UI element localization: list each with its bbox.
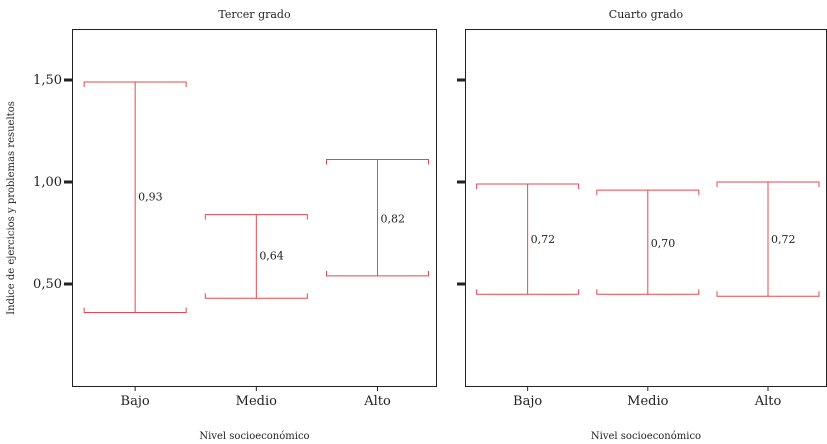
panel-title: Cuarto grado xyxy=(609,8,684,21)
panel-frame xyxy=(72,29,437,387)
error-bar-lower-cap xyxy=(716,291,820,297)
panel-title: Tercer grado xyxy=(218,8,291,21)
mean-value-label: 0,72 xyxy=(771,233,796,246)
error-bar-upper-cap xyxy=(476,183,580,190)
error-bar-lower-cap xyxy=(83,307,187,314)
y-tick-label: 1,00 xyxy=(33,175,62,190)
error-bar-upper-cap xyxy=(716,181,820,187)
x-tick-label: Medio xyxy=(627,394,668,409)
mean-value-label: 0,64 xyxy=(259,249,284,262)
error-bar-upper-cap xyxy=(83,81,187,88)
x-tick-label: Alto xyxy=(363,394,391,409)
error-bar-upper-cap xyxy=(204,214,308,220)
error-bar-lower-cap xyxy=(326,270,430,277)
error-bar-upper-cap xyxy=(596,189,700,196)
error-bar-bajo: 0,72 xyxy=(476,183,580,295)
error-bar-medio: 0,70 xyxy=(596,189,700,295)
error-bar-upper-cap xyxy=(326,159,430,165)
y-tick-label: 1,50 xyxy=(33,73,62,88)
error-bar-medio: 0,64 xyxy=(204,214,308,299)
panel-1: Tercer grado Nivel socioeconómico 0,50 1,00… xyxy=(33,8,437,442)
y-tick-label: 0,50 xyxy=(33,277,62,292)
x-axis-title: Nivel socioeconómico xyxy=(591,431,701,442)
x-tick-label: Bajo xyxy=(121,394,150,409)
mean-value-label: 0,82 xyxy=(381,213,406,226)
mean-value-label: 0,93 xyxy=(138,190,163,203)
error-bar-alto: 0,82 xyxy=(326,159,430,277)
panel-2: Cuarto grado Nivel socioeconómico Bajo 0,72… xyxy=(457,8,827,442)
panel-frame xyxy=(465,29,827,387)
panels-group: Tercer grado Nivel socioeconómico 0,50 1,00… xyxy=(33,8,827,442)
mean-value-label: 0,72 xyxy=(531,233,556,246)
error-bar-lower-cap xyxy=(596,289,700,295)
error-bar-bajo: 0,93 xyxy=(83,81,187,314)
x-tick-label: Medio xyxy=(236,394,277,409)
mean-value-label: 0,70 xyxy=(651,237,676,250)
x-tick-label: Bajo xyxy=(513,394,542,409)
y-axis-title: Indice de ejercicios y problemas resuelt… xyxy=(6,101,17,315)
error-bar-alto: 0,72 xyxy=(716,181,820,297)
x-tick-label: Alto xyxy=(754,394,782,409)
x-axis-title: Nivel socioeconómico xyxy=(199,431,309,442)
error-bar-lower-cap xyxy=(476,289,580,295)
error-bar-lower-cap xyxy=(204,293,308,299)
